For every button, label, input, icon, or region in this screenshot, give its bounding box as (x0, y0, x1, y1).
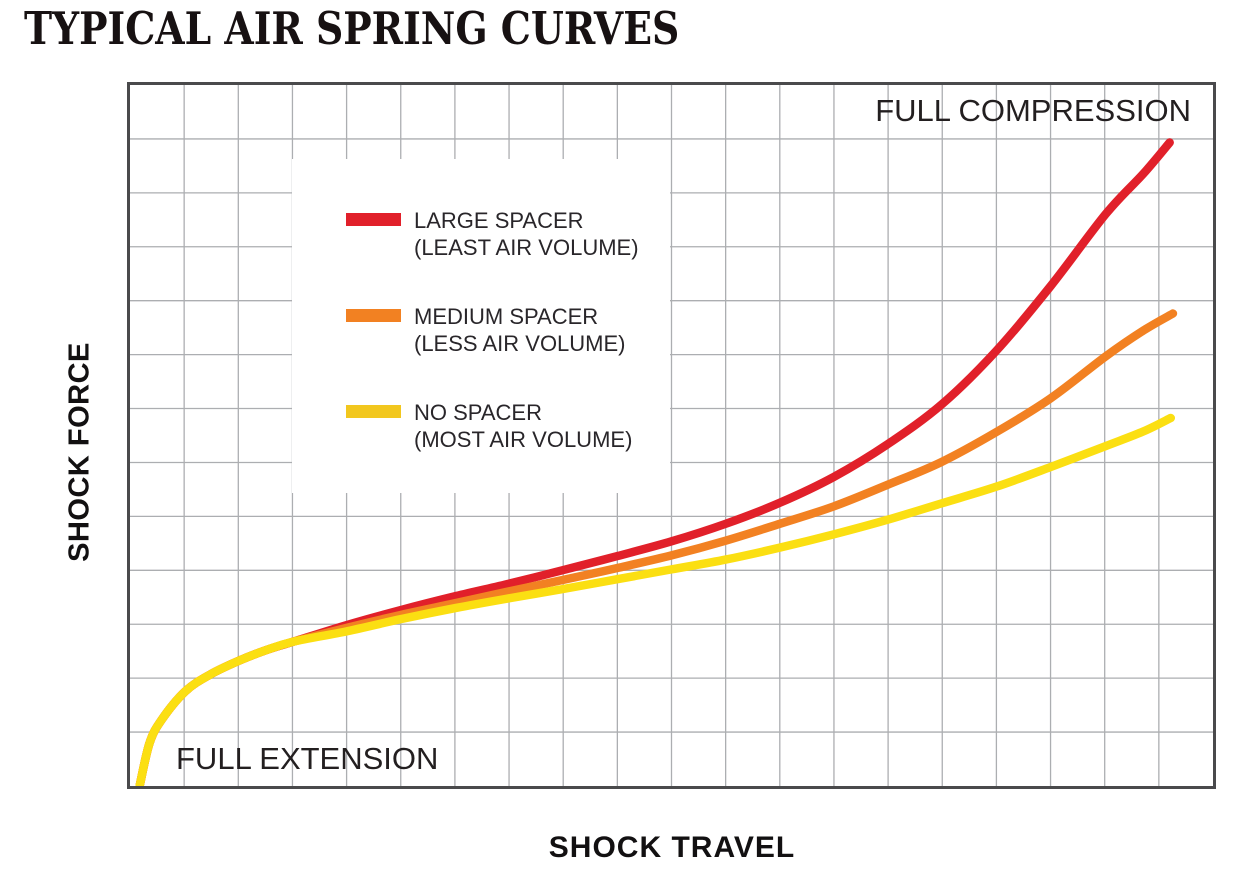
legend-item-medium-spacer: MEDIUM SPACER (LESS AIR VOLUME) (346, 303, 670, 357)
chart-plot-area: LARGE SPACER (LEAST AIR VOLUME) MEDIUM SPA… (127, 82, 1216, 789)
legend-series-name: MEDIUM SPACER (414, 304, 599, 329)
legend-series-name: NO SPACER (414, 400, 542, 425)
legend: LARGE SPACER (LEAST AIR VOLUME) MEDIUM SPA… (292, 159, 670, 493)
legend-series-name: LARGE SPACER (414, 208, 584, 233)
legend-item-no-spacer: NO SPACER (MOST AIR VOLUME) (346, 399, 670, 453)
legend-series-subtitle: (LESS AIR VOLUME) (414, 331, 626, 356)
page-title: TYPICAL AIR SPRING CURVES (24, 2, 680, 55)
legend-series-subtitle: (MOST AIR VOLUME) (414, 427, 633, 452)
legend-label: NO SPACER (MOST AIR VOLUME) (414, 399, 632, 453)
curve-no-spacer (135, 413, 1176, 786)
full-compression-label: FULL COMPRESSION (875, 93, 1191, 128)
y-axis-label: SHOCK FORCE (63, 342, 96, 562)
legend-series-subtitle: (LEAST AIR VOLUME) (414, 235, 639, 260)
full-extension-label: FULL EXTENSION (176, 741, 439, 776)
legend-item-large-spacer: LARGE SPACER (LEAST AIR VOLUME) (346, 207, 670, 261)
legend-swatch (346, 309, 401, 322)
legend-swatch (346, 213, 401, 226)
legend-label: MEDIUM SPACER (LESS AIR VOLUME) (414, 303, 626, 357)
legend-label: LARGE SPACER (LEAST AIR VOLUME) (414, 207, 639, 261)
legend-swatch (346, 405, 401, 418)
x-axis-label: SHOCK TRAVEL (548, 831, 796, 864)
